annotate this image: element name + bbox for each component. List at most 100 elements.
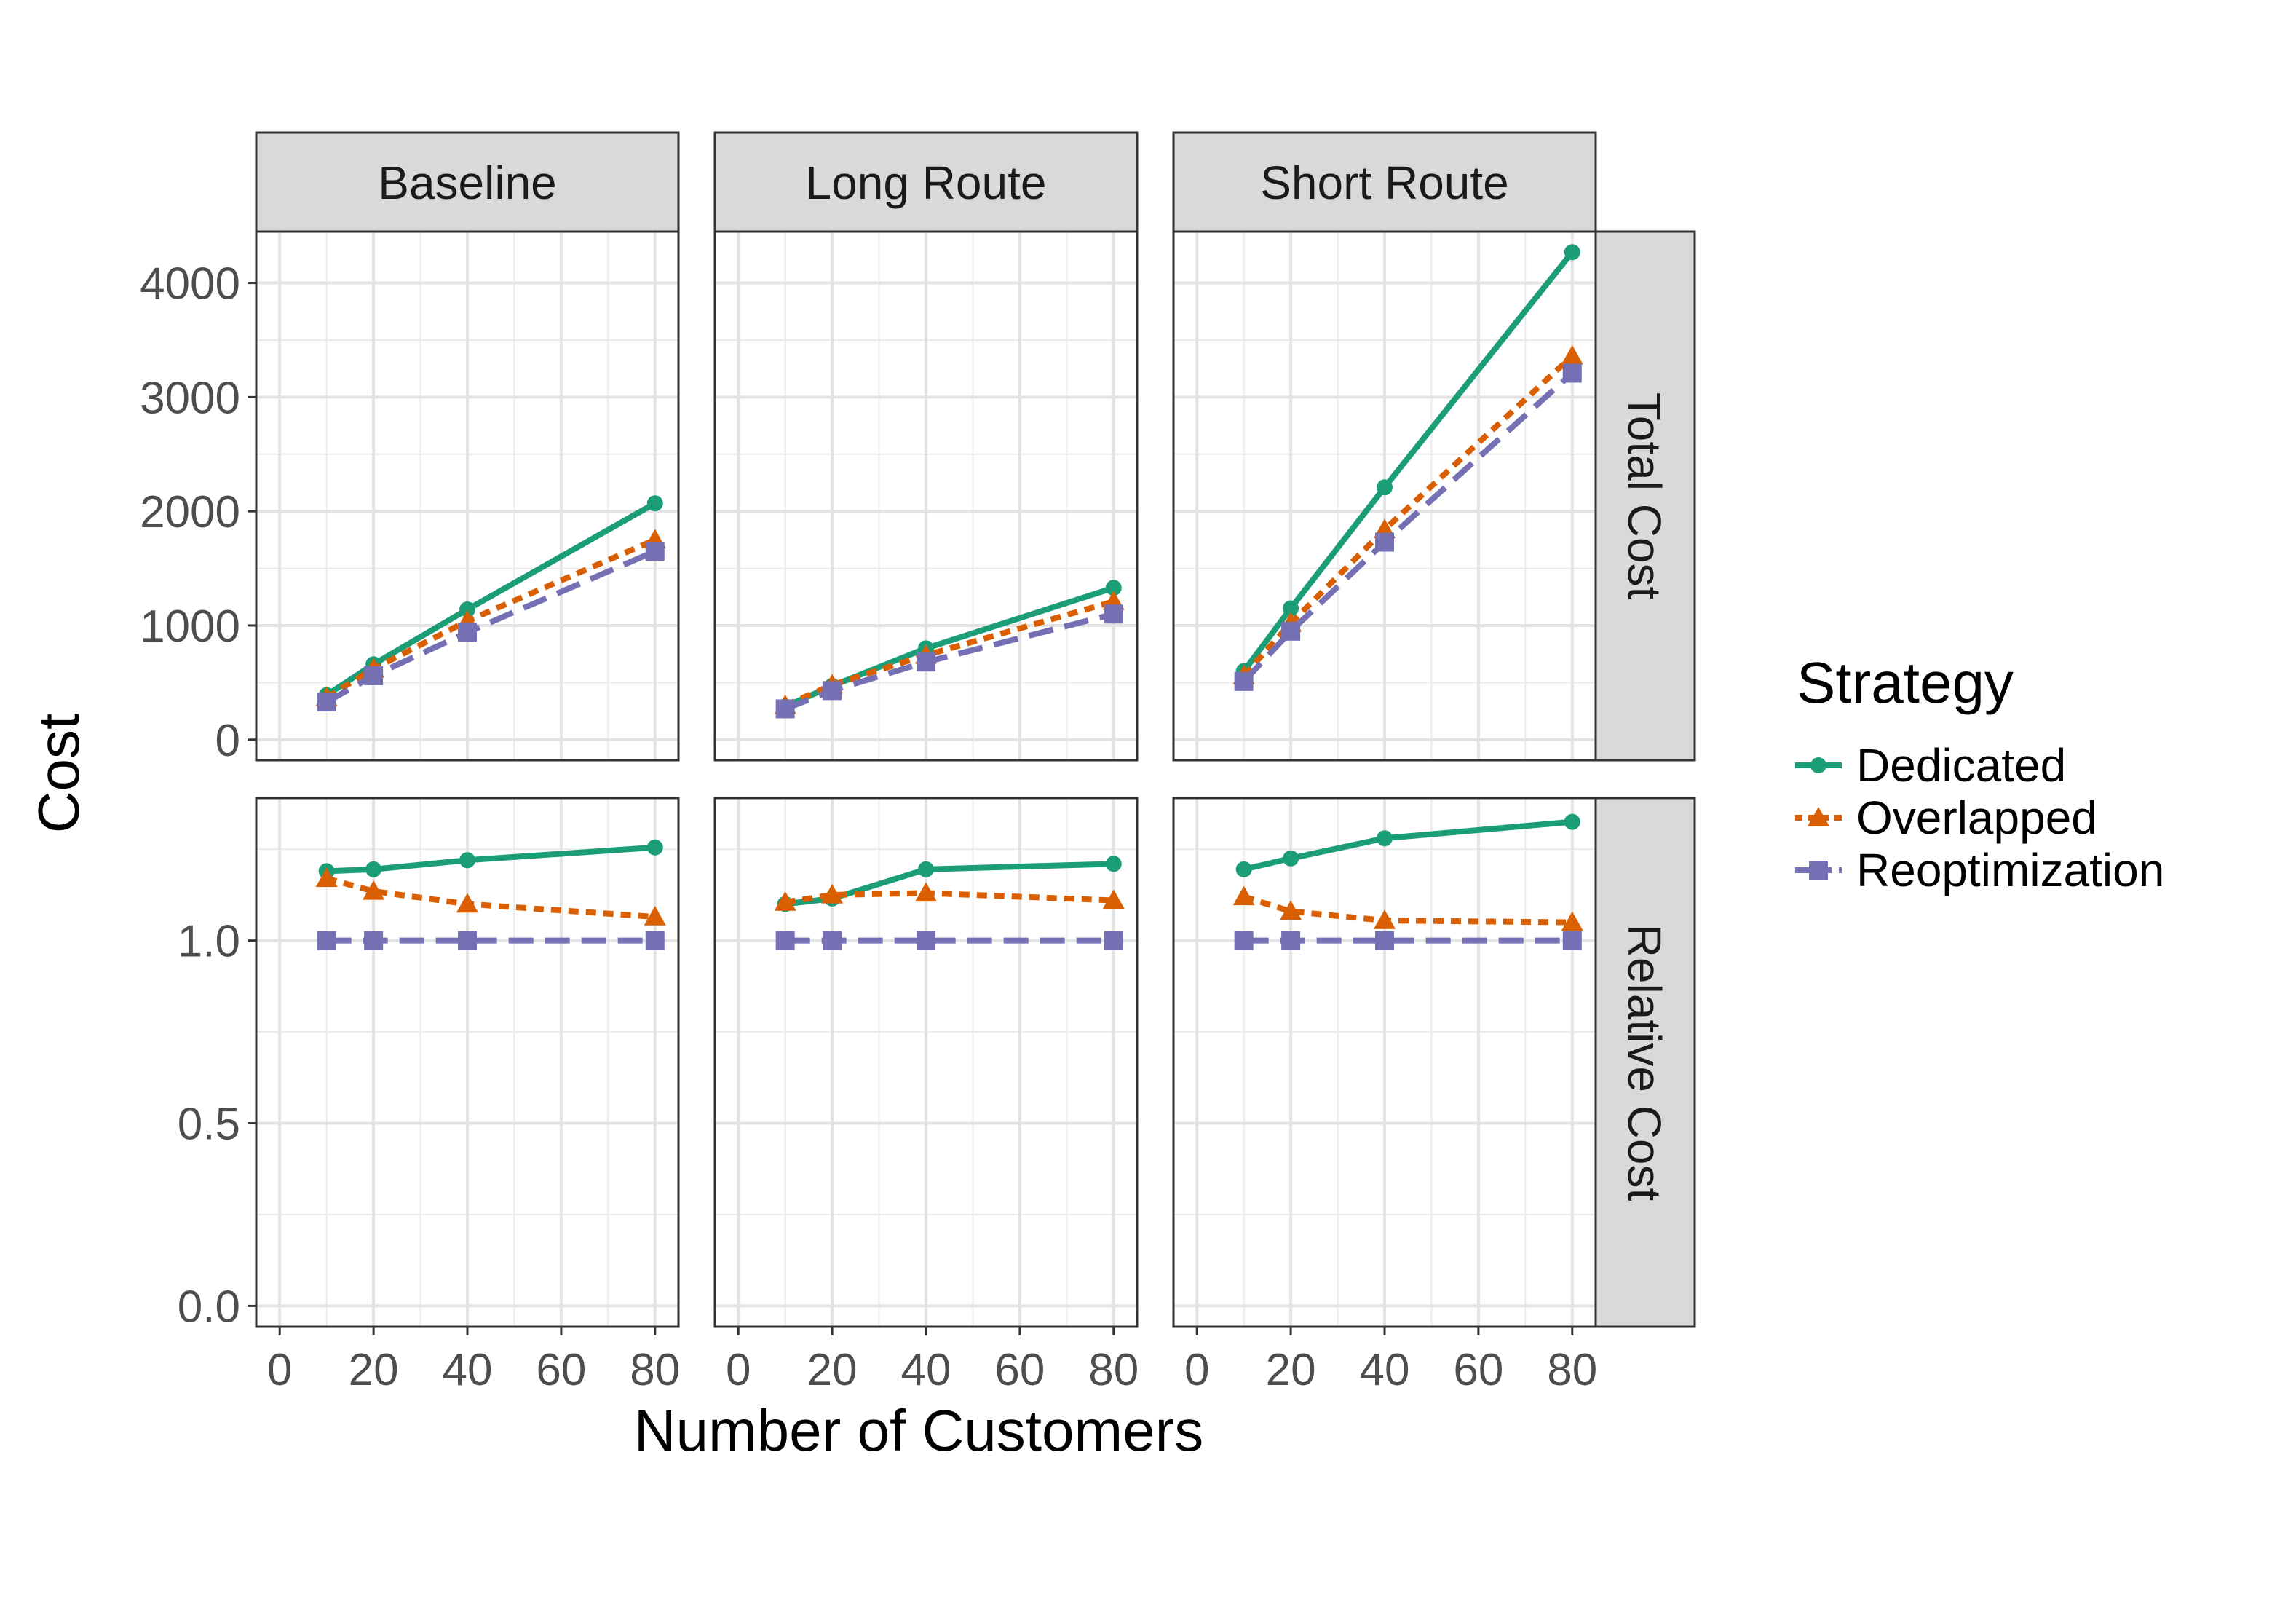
data-point-dedicated bbox=[1235, 861, 1252, 877]
data-point-reoptimization bbox=[1104, 931, 1123, 950]
x-tick-label: 40 bbox=[901, 1345, 951, 1395]
series-line-dedicated bbox=[1241, 250, 1575, 674]
data-point-dedicated bbox=[459, 601, 475, 618]
x-tick-label: 40 bbox=[1360, 1345, 1410, 1395]
data-point-reoptimization bbox=[1375, 532, 1394, 552]
series-line-overlapped bbox=[1241, 353, 1575, 678]
x-tick-label: 80 bbox=[1547, 1345, 1597, 1395]
x-tick-label: 80 bbox=[1088, 1345, 1139, 1395]
x-tick-label: 80 bbox=[630, 1345, 680, 1395]
data-point-reoptimization bbox=[1281, 931, 1301, 950]
data-point-dedicated bbox=[1377, 479, 1393, 496]
data-point-overlapped bbox=[821, 883, 844, 904]
data-point-overlapped bbox=[915, 882, 937, 902]
data-point-reoptimization bbox=[645, 542, 665, 561]
legend-key-marker bbox=[1809, 861, 1828, 880]
x-tick-label: 60 bbox=[1453, 1345, 1503, 1395]
data-point-reoptimization bbox=[1562, 931, 1582, 950]
legend-key-marker bbox=[1810, 757, 1826, 773]
data-point-dedicated bbox=[646, 839, 663, 856]
data-point-reoptimization bbox=[775, 699, 795, 719]
data-point-reoptimization bbox=[317, 931, 336, 950]
panel-total-cost-long-route bbox=[774, 580, 1125, 719]
panel-relative-cost-long-route bbox=[774, 856, 1125, 950]
data-point-dedicated bbox=[1105, 856, 1122, 872]
legend-label: Dedicated bbox=[1856, 739, 2066, 792]
x-tick-label: 20 bbox=[807, 1345, 858, 1395]
legend-item-reoptimization: Reoptimization bbox=[1795, 844, 2164, 896]
data-point-dedicated bbox=[1283, 600, 1299, 617]
facet-label-column: Long Route bbox=[806, 157, 1047, 209]
data-point-reoptimization bbox=[458, 623, 477, 642]
x-tick-label: 60 bbox=[994, 1345, 1045, 1395]
data-point-overlapped bbox=[1102, 889, 1125, 909]
data-point-overlapped bbox=[363, 880, 385, 900]
facet-strip-column bbox=[255, 131, 680, 233]
series-line-overlapped bbox=[1243, 893, 1572, 926]
series-line-reoptimization bbox=[1241, 371, 1575, 684]
x-tick-label: 0 bbox=[726, 1345, 751, 1395]
series-line-overlapped bbox=[325, 537, 657, 701]
data-point-dedicated bbox=[918, 861, 934, 877]
data-point-reoptimization bbox=[1104, 604, 1123, 624]
legend-title: Strategy bbox=[1797, 650, 2014, 715]
series-line-dedicated bbox=[326, 844, 656, 875]
panel-relative-cost-short-route bbox=[1232, 813, 1583, 950]
data-point-reoptimization bbox=[823, 931, 842, 950]
data-point-overlapped bbox=[1232, 885, 1255, 906]
y-tick-label: 1000 bbox=[140, 601, 240, 652]
series-line-dedicated bbox=[325, 500, 657, 698]
data-point-reoptimization bbox=[364, 666, 384, 685]
facet-label-column: Short Route bbox=[1260, 157, 1509, 209]
panel-relative-cost-baseline bbox=[315, 839, 666, 950]
data-point-dedicated bbox=[1283, 850, 1299, 867]
data-point-overlapped bbox=[774, 891, 796, 911]
legend-label: Overlapped bbox=[1856, 792, 2097, 844]
legend-key-marker bbox=[1808, 807, 1829, 826]
series-line-dedicated bbox=[1243, 818, 1573, 872]
facet-strip-row bbox=[1594, 797, 1696, 1328]
legend-item-dedicated: Dedicated bbox=[1795, 739, 2066, 792]
data-point-reoptimization bbox=[1562, 363, 1582, 383]
y-tick-label: 0.5 bbox=[178, 1100, 240, 1150]
facet-label-row: Total Cost bbox=[1618, 392, 1671, 600]
series-line-overlapped bbox=[785, 890, 1114, 905]
data-point-overlapped bbox=[1561, 911, 1583, 931]
data-point-overlapped bbox=[456, 893, 478, 913]
x-tick-label: 40 bbox=[443, 1345, 493, 1395]
data-point-reoptimization bbox=[917, 931, 935, 950]
y-tick-label: 4000 bbox=[140, 259, 240, 309]
facet-strip-column bbox=[1172, 131, 1597, 233]
data-point-overlapped bbox=[1280, 900, 1302, 920]
x-tick-label: 20 bbox=[349, 1345, 399, 1395]
panel-total-cost-baseline bbox=[315, 495, 666, 712]
legend-item-overlapped: Overlapped bbox=[1795, 792, 2097, 844]
legend-label: Reoptimization bbox=[1856, 844, 2164, 896]
data-point-reoptimization bbox=[317, 693, 336, 712]
data-point-reoptimization bbox=[458, 931, 477, 950]
series-line-overlapped bbox=[784, 599, 1115, 709]
data-point-reoptimization bbox=[823, 681, 842, 701]
data-point-dedicated bbox=[459, 852, 475, 869]
facet-label-column: Baseline bbox=[378, 157, 557, 209]
y-tick-label: 2000 bbox=[140, 487, 240, 537]
data-point-reoptimization bbox=[917, 652, 935, 672]
facet-label-row: Relative Cost bbox=[1618, 924, 1671, 1202]
data-point-dedicated bbox=[1564, 813, 1580, 830]
y-tick-label: 0.0 bbox=[178, 1282, 240, 1332]
series-line-reoptimization bbox=[325, 548, 657, 705]
data-point-dedicated bbox=[1564, 244, 1580, 261]
data-point-overlapped bbox=[1374, 909, 1396, 929]
data-point-reoptimization bbox=[364, 931, 384, 950]
data-point-overlapped bbox=[315, 867, 338, 888]
x-tick-label: 0 bbox=[1184, 1345, 1209, 1395]
data-point-reoptimization bbox=[1375, 931, 1394, 950]
data-point-dedicated bbox=[646, 495, 663, 512]
data-point-overlapped bbox=[644, 906, 666, 926]
data-point-dedicated bbox=[1377, 830, 1393, 847]
data-point-overlapped bbox=[1561, 344, 1583, 365]
data-point-dedicated bbox=[365, 861, 382, 877]
data-point-reoptimization bbox=[775, 931, 795, 950]
facet-strip-row bbox=[1594, 230, 1696, 762]
